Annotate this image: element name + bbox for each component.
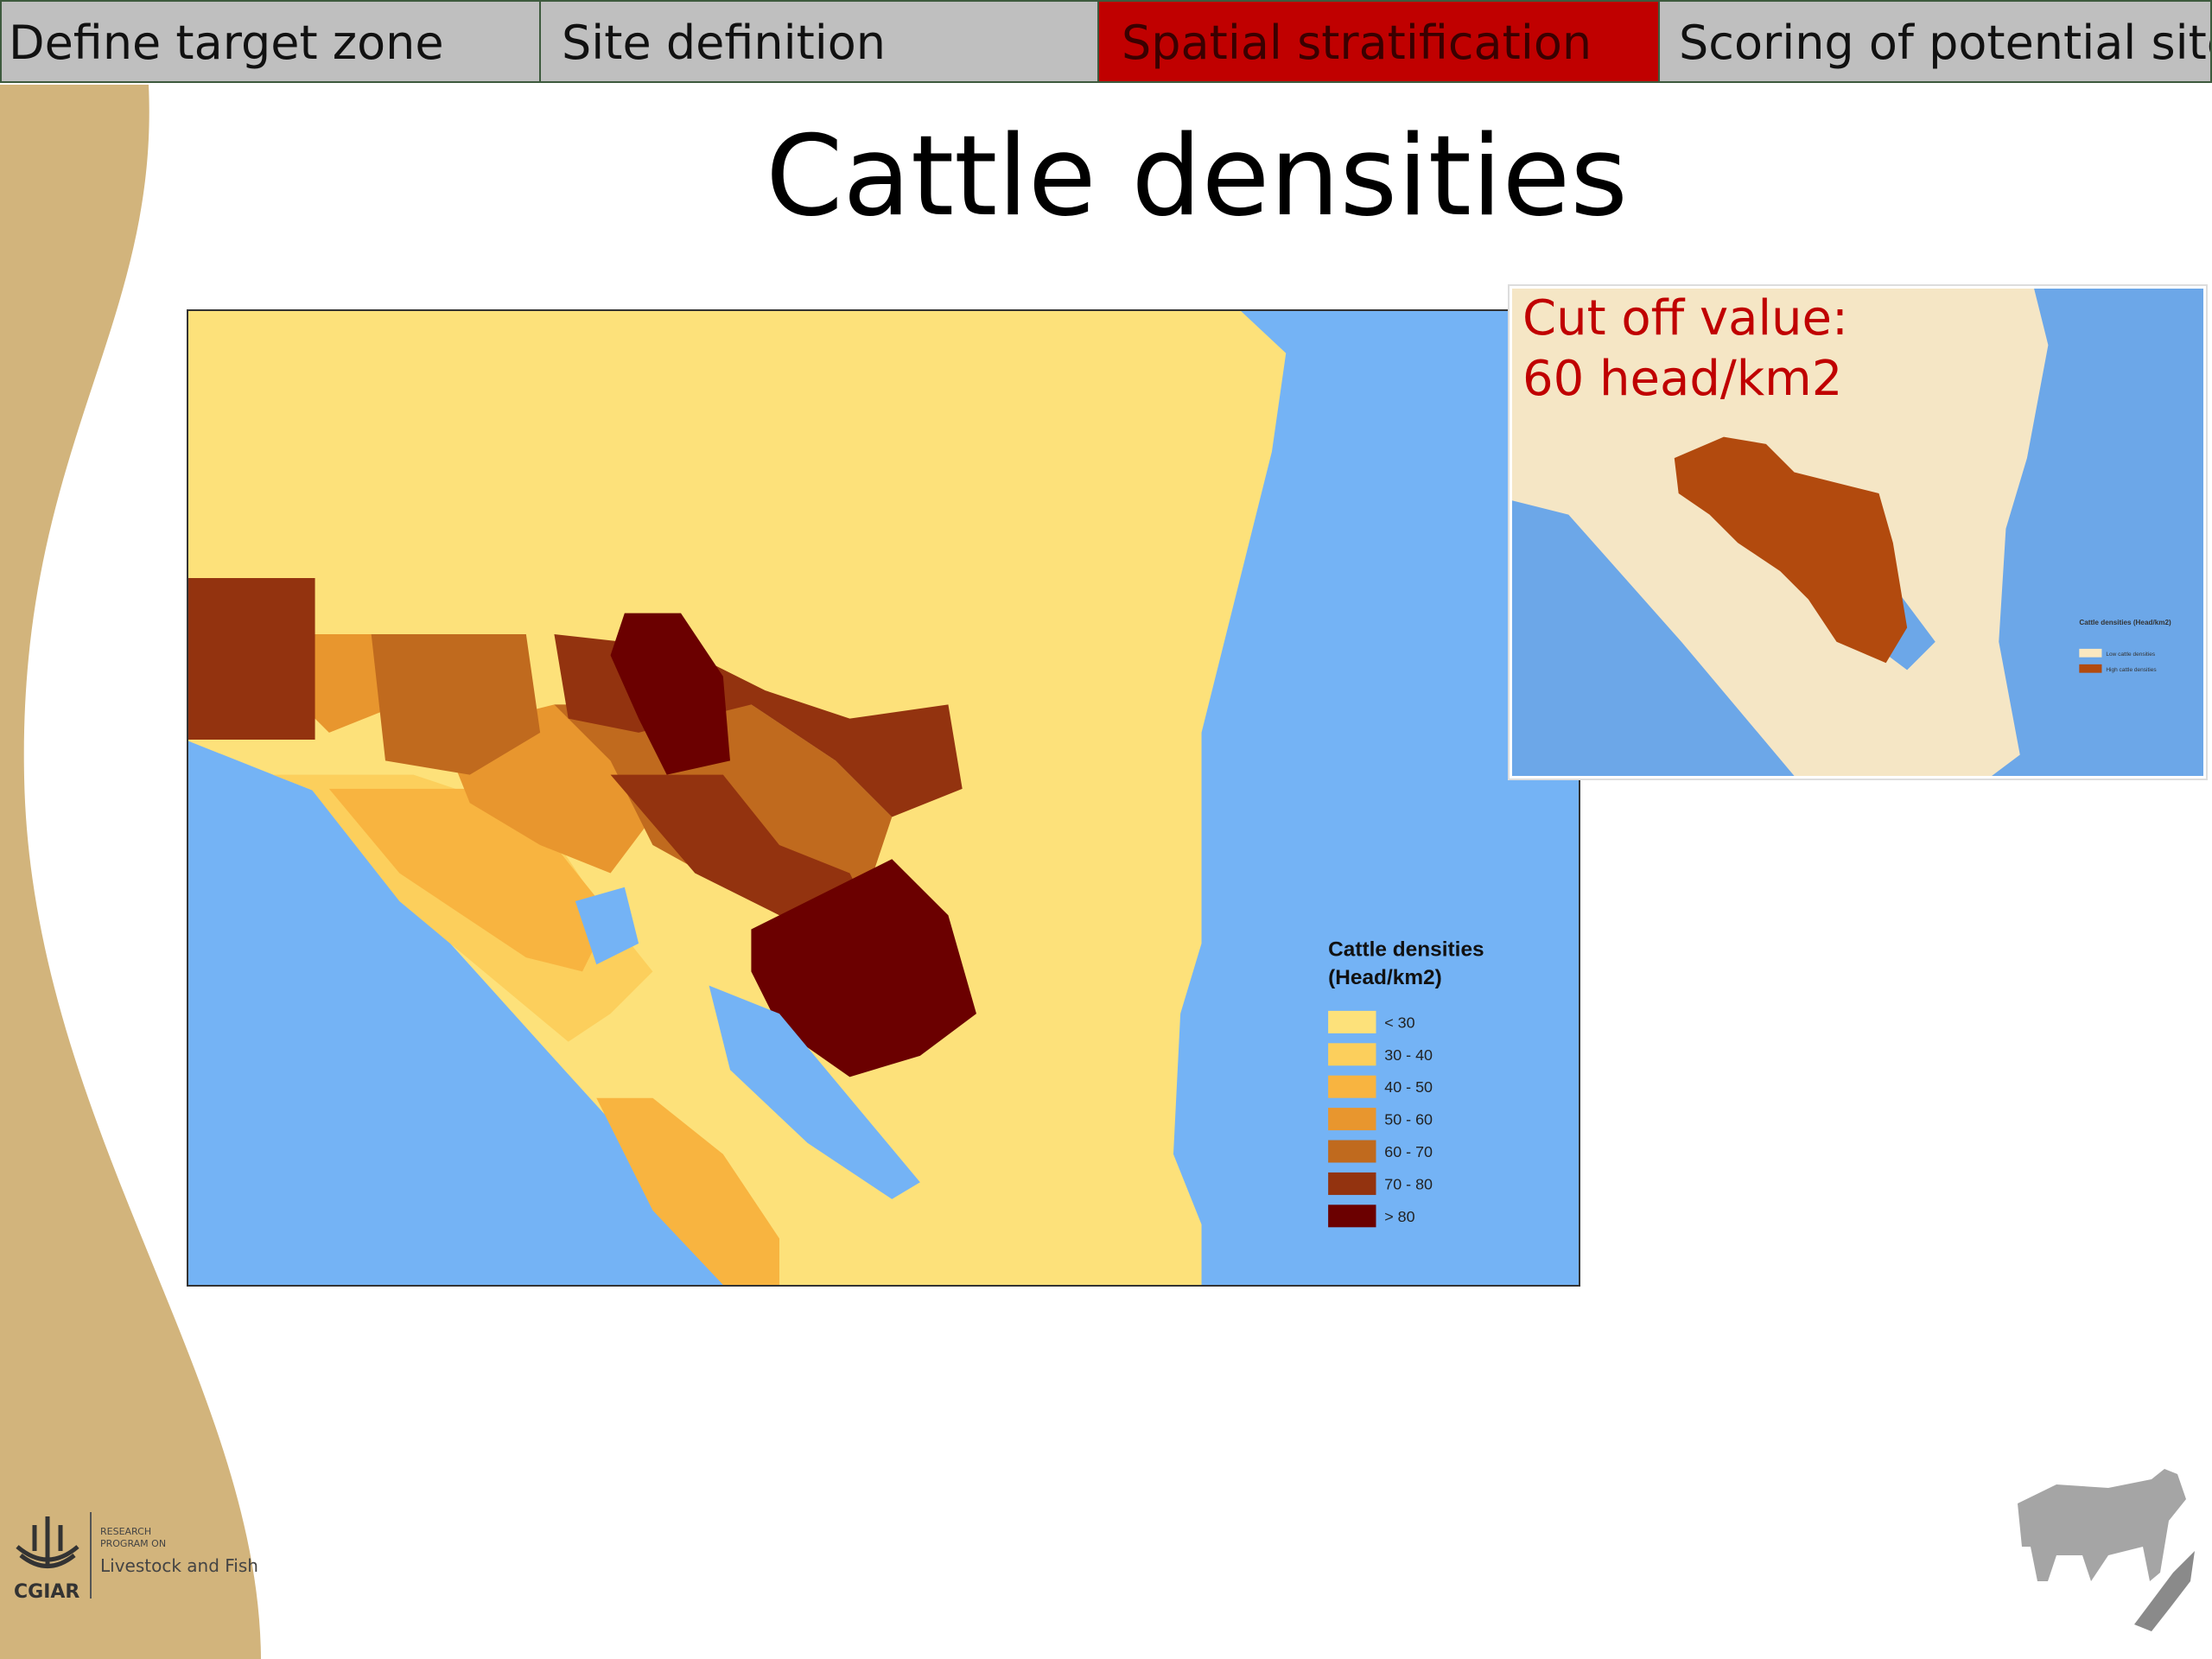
logo-icon <box>16 1516 79 1568</box>
cow-icon <box>2018 1469 2195 1631</box>
legend-label: 40 - 50 <box>1384 1078 1433 1096</box>
legend-subtitle: (Head/km2) <box>1328 966 1442 989</box>
cutoff-text: Cut off value: <box>1522 290 1848 346</box>
logo-divider <box>90 1512 92 1599</box>
density-area <box>596 1097 779 1285</box>
inset-legend-label: High cattle densities <box>2106 667 2157 673</box>
legend-swatch <box>1328 1010 1376 1033</box>
legend-swatch <box>1328 1075 1376 1098</box>
cutoff-text: 60 head/km2 <box>1522 351 1843 407</box>
tab[interactable]: Site definition <box>539 0 1099 83</box>
legend-swatch <box>1328 1043 1376 1066</box>
legend-swatch <box>1328 1205 1376 1228</box>
legend-title: Cattle densities <box>1328 938 1484 961</box>
legend-label: 30 - 40 <box>1384 1046 1433 1064</box>
legend-label: 60 - 70 <box>1384 1143 1433 1160</box>
legend-label: > 80 <box>1384 1208 1414 1225</box>
decorative-wave <box>0 85 261 1659</box>
inset-legend-title: Cattle densities (Head/km2) <box>2079 619 2171 626</box>
map: Cattle densities (Head/km2) < 30 30 - 40 40 … <box>187 309 1580 1287</box>
high-density-area <box>1674 436 1908 664</box>
logo-title: Livestock and Fish <box>100 1555 258 1576</box>
tab[interactable]: Define target zone <box>0 0 541 83</box>
inset-map: Cattle densities (Head/km2) Low cattle de… <box>1510 286 2206 779</box>
legend-label: 70 - 80 <box>1384 1175 1433 1192</box>
tab[interactable]: Scoring of potential sites <box>1658 0 2212 83</box>
lake <box>709 985 920 1199</box>
density-area <box>188 577 315 741</box>
tab[interactable]: Spatial stratification <box>1097 0 1660 83</box>
legend-label: < 30 <box>1384 1014 1414 1031</box>
density-area <box>610 774 878 930</box>
density-area <box>610 613 730 775</box>
lake <box>575 887 639 965</box>
logo-program: RESEARCH PROGRAM ON <box>100 1526 166 1550</box>
slide-title: Cattle densities <box>766 112 1628 241</box>
logo: CGIAR RESEARCH PROGRAM ON Livestock and … <box>9 1512 259 1607</box>
inset-legend-swatch <box>2079 648 2102 658</box>
legend-swatch <box>1328 1108 1376 1131</box>
legend-label: 50 - 60 <box>1384 1111 1433 1128</box>
logo-program-line: RESEARCH <box>100 1526 152 1537</box>
legend-swatch <box>1328 1172 1376 1195</box>
inset-legend-label: Low cattle densities <box>2106 652 2156 658</box>
density-area <box>751 859 976 1077</box>
density-area <box>328 788 611 972</box>
legend-swatch <box>1328 1140 1376 1163</box>
logo-name: CGIAR <box>14 1581 80 1603</box>
inset-map-drawing: Cattle densities (Head/km2) Low cattle de… <box>1512 289 2203 776</box>
logo-program-line: PROGRAM ON <box>100 1538 167 1549</box>
density-area <box>371 634 541 775</box>
inset-legend-swatch <box>2079 664 2102 673</box>
